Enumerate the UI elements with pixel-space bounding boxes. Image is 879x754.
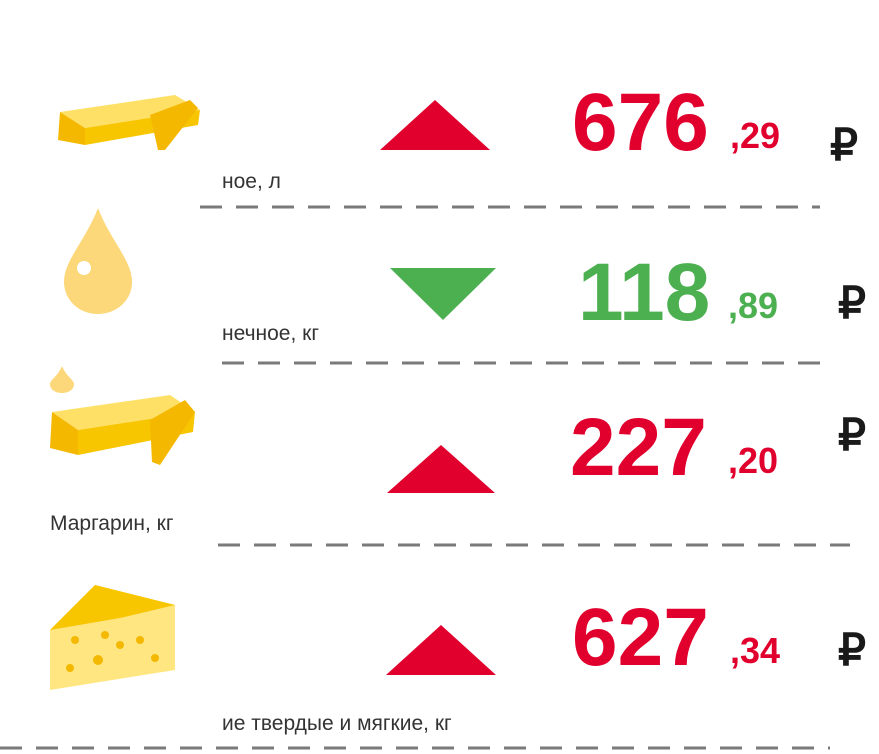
item-label: Маргарин, кг — [50, 512, 174, 535]
margarine-icon — [50, 366, 195, 465]
item-label: нечное, кг — [222, 322, 319, 345]
price-integer: 227 — [570, 402, 707, 493]
trend-arrow — [390, 268, 496, 320]
item-label: ное, л — [222, 170, 281, 193]
oil-drop-icon — [64, 208, 132, 314]
currency: ₽ — [838, 626, 866, 675]
price-integer: 118 — [578, 247, 710, 338]
price-decimal: ,29 — [730, 115, 780, 156]
butter-icon — [58, 95, 200, 150]
price-integer: 627 — [572, 592, 709, 683]
price-decimal: ,34 — [730, 630, 780, 671]
price-decimal: ,20 — [728, 440, 778, 481]
cheese-icon — [50, 585, 175, 690]
price-integer: 676 — [572, 77, 709, 168]
trend-arrow — [380, 100, 490, 150]
price-decimal: ,89 — [728, 285, 778, 326]
currency: ₽ — [830, 121, 858, 170]
currency: ₽ — [838, 411, 866, 460]
trend-arrow — [386, 625, 496, 675]
trend-arrow — [387, 445, 495, 493]
item-label: ие твердые и мягкие, кг — [222, 712, 452, 735]
currency: ₽ — [838, 279, 866, 328]
